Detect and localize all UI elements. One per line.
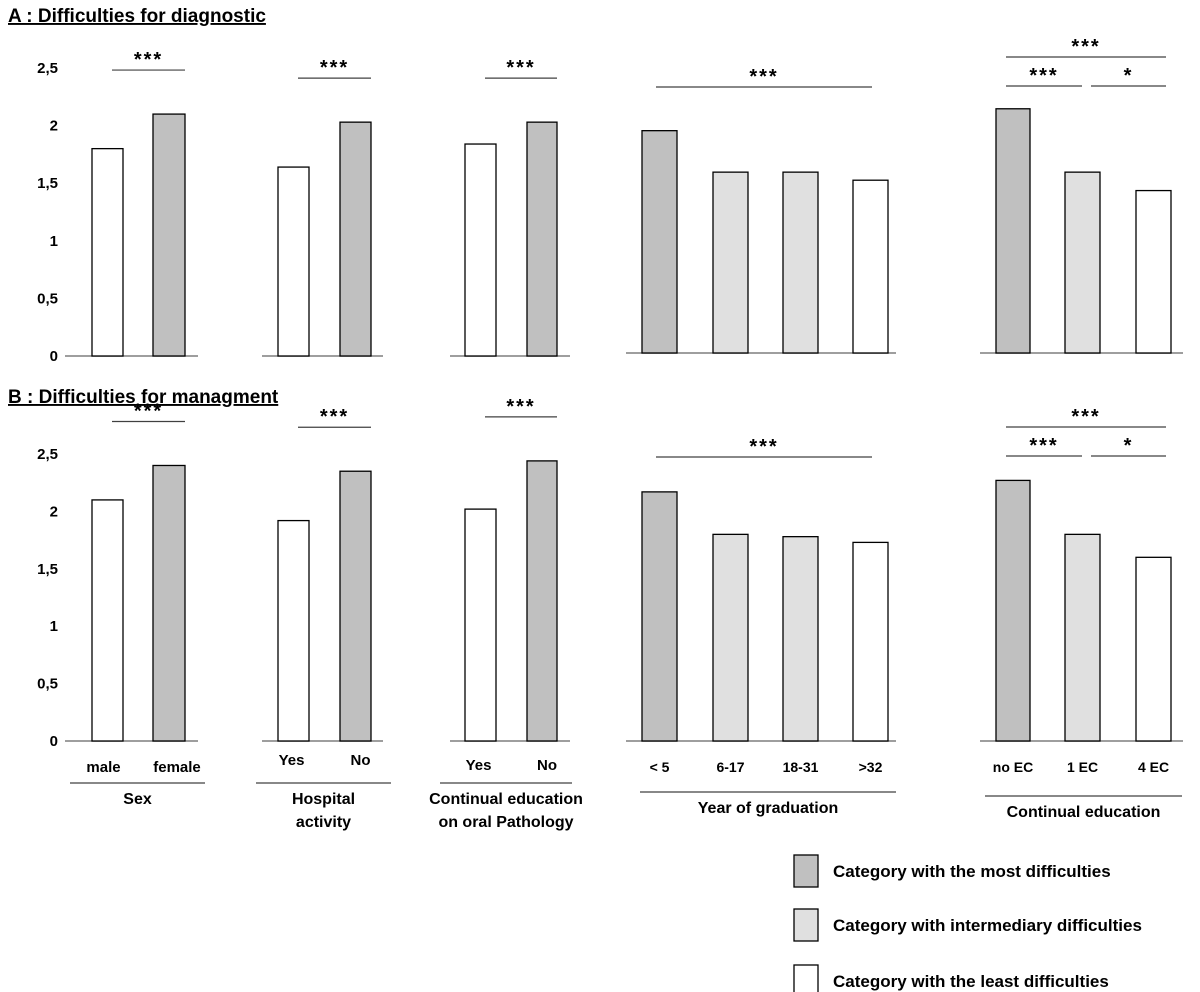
significance-stars: ***: [1029, 65, 1058, 87]
category-label: >32: [859, 759, 883, 775]
category-label: male: [86, 759, 120, 776]
category-label: no EC: [993, 759, 1033, 775]
y-tick-label: 1,5: [37, 175, 58, 192]
category-label: 4 EC: [1138, 759, 1169, 775]
significance-stars: ***: [134, 400, 163, 422]
bar: [339, 470, 372, 742]
bar: [782, 171, 819, 354]
y-tick-label: 1: [50, 618, 58, 635]
category-label: 6-17: [716, 759, 744, 775]
group-title: Sex: [123, 791, 152, 808]
category-label: No: [351, 752, 371, 769]
legend-swatch: [793, 964, 819, 992]
bar: [152, 464, 186, 742]
significance-stars: ***: [506, 396, 535, 418]
bar: [526, 121, 558, 357]
legend-swatch: [793, 908, 819, 942]
group-title: on oral Pathology: [438, 814, 573, 831]
bar: [712, 533, 749, 742]
bar: [91, 499, 124, 742]
bar: [995, 479, 1031, 742]
y-tick-label: 0,5: [37, 290, 58, 307]
bar: [152, 113, 186, 357]
category-label: 18-31: [783, 759, 819, 775]
legend-label: Category with the most difficulties: [833, 862, 1111, 881]
bar: [277, 166, 310, 357]
significance-stars: ***: [749, 66, 778, 88]
y-tick-label: 0,5: [37, 676, 58, 693]
category-label: < 5: [650, 759, 670, 775]
y-tick-label: 0: [50, 348, 58, 365]
significance-stars: *: [1124, 435, 1134, 457]
bar: [1064, 171, 1101, 354]
significance-stars: *: [1124, 65, 1134, 87]
significance-stars: ***: [749, 436, 778, 458]
bar: [526, 460, 558, 742]
significance-stars: ***: [1071, 406, 1100, 428]
legend-label: Category with intermediary difficulties: [833, 916, 1142, 935]
group-title: Continual education: [1007, 804, 1161, 821]
bar: [641, 491, 678, 742]
category-label: female: [153, 759, 201, 776]
bar: [641, 130, 678, 354]
bar: [339, 121, 372, 357]
significance-stars: ***: [1029, 435, 1058, 457]
category-label: Yes: [279, 752, 305, 769]
category-label: 1 EC: [1067, 759, 1098, 775]
significance-stars: ***: [1071, 36, 1100, 58]
y-tick-label: 1: [50, 233, 58, 250]
y-tick-label: 2,5: [37, 60, 58, 77]
significance-stars: ***: [506, 57, 535, 79]
significance-stars: ***: [134, 49, 163, 71]
category-label: No: [537, 757, 557, 774]
bar: [1135, 189, 1172, 354]
legend-label: Category with the least difficulties: [833, 972, 1109, 991]
bar: [712, 171, 749, 354]
bar: [464, 508, 497, 742]
panel-title: B : Difficulties for managment: [8, 387, 279, 408]
y-tick-label: 2,5: [37, 446, 58, 463]
legend-swatch: [793, 854, 819, 888]
group-title: Hospital: [292, 791, 355, 808]
group-title: Continual education: [429, 791, 583, 808]
bar: [995, 108, 1031, 354]
significance-stars: ***: [320, 406, 349, 428]
y-tick-label: 1,5: [37, 561, 58, 578]
bar: [782, 536, 819, 742]
y-tick-label: 0: [50, 733, 58, 750]
group-title: activity: [296, 814, 351, 831]
y-tick-label: 2: [50, 118, 58, 135]
bar: [1135, 556, 1172, 742]
group-title: Year of graduation: [698, 800, 838, 817]
panel-title: A : Difficulties for diagnostic: [8, 6, 266, 27]
category-label: Yes: [466, 757, 492, 774]
bar: [852, 541, 889, 742]
y-tick-label: 2: [50, 503, 58, 520]
bar: [852, 179, 889, 354]
bar: [464, 143, 497, 357]
significance-stars: ***: [320, 57, 349, 79]
bar: [91, 147, 124, 357]
bar: [1064, 533, 1101, 742]
bar: [277, 519, 310, 742]
